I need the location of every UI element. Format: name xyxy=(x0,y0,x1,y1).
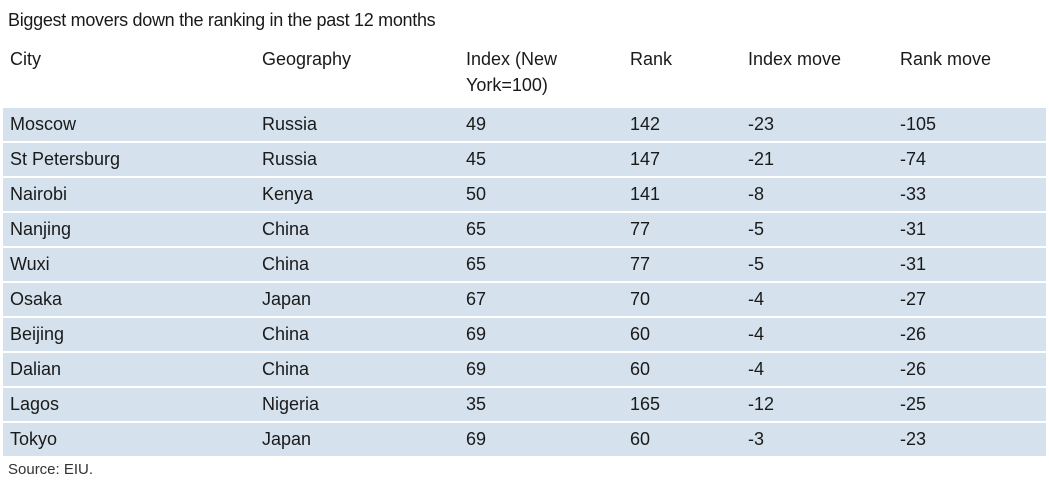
table-cell: China xyxy=(262,219,310,239)
table-cell: 69 xyxy=(466,324,487,344)
column-header: Index (New York=100) xyxy=(466,49,558,95)
table-cell: -3 xyxy=(748,429,765,449)
table-cell: Russia xyxy=(262,114,318,134)
table-cell: -25 xyxy=(900,394,927,414)
table-cell: 142 xyxy=(630,114,661,134)
table-cell: -5 xyxy=(748,254,765,274)
table-cell: -33 xyxy=(900,184,927,204)
table-cell: China xyxy=(262,359,310,379)
table-cell: -31 xyxy=(900,254,927,274)
table-cell: -21 xyxy=(748,149,775,169)
table-cell: -31 xyxy=(900,219,927,239)
table-cell: 49 xyxy=(466,114,487,134)
table-cell: -23 xyxy=(900,429,927,449)
table-cell: -12 xyxy=(748,394,775,414)
table-cell: Nigeria xyxy=(262,394,320,414)
table-cell: -5 xyxy=(748,219,765,239)
table-cell: Osaka xyxy=(10,289,63,309)
source-note: Source: EIU. xyxy=(8,461,94,478)
table-cell: -4 xyxy=(748,324,765,344)
table-cell: 77 xyxy=(630,254,651,274)
table-cell: -26 xyxy=(900,359,927,379)
table-cell: 69 xyxy=(466,429,487,449)
table-cell: China xyxy=(262,324,310,344)
table-cell: -26 xyxy=(900,324,927,344)
table-row xyxy=(3,213,1046,246)
table-cell: Beijing xyxy=(10,324,65,344)
table-cell: St Petersburg xyxy=(10,149,121,169)
table-cell: 60 xyxy=(630,429,651,449)
column-header: Geography xyxy=(262,49,352,69)
column-header: Rank move xyxy=(900,49,992,69)
table-cell: 65 xyxy=(466,219,487,239)
table-cell: Russia xyxy=(262,149,318,169)
table-cell: 147 xyxy=(630,149,661,169)
table-cell: 35 xyxy=(466,394,487,414)
table-cell: China xyxy=(262,254,310,274)
table-cell: Nairobi xyxy=(10,184,68,204)
table-cell: 45 xyxy=(466,149,487,169)
table-cell: Tokyo xyxy=(10,429,58,449)
table-row xyxy=(3,423,1046,456)
table-cell: 60 xyxy=(630,324,651,344)
table-cell: 67 xyxy=(466,289,487,309)
table-cell: 65 xyxy=(466,254,487,274)
table-cell: Japan xyxy=(262,289,312,309)
table-cell: Kenya xyxy=(262,184,314,204)
table-cell: Moscow xyxy=(10,114,77,134)
column-header: Index move xyxy=(748,49,842,69)
table-cell: -105 xyxy=(900,114,937,134)
table-cell: Dalian xyxy=(10,359,62,379)
table-cell: -4 xyxy=(748,359,765,379)
table-cell: -4 xyxy=(748,289,765,309)
table-row xyxy=(3,248,1046,281)
table-cell: Wuxi xyxy=(10,254,50,274)
table-row xyxy=(3,318,1046,351)
table-title: Biggest movers down the ranking in the p… xyxy=(8,10,436,30)
table-cell: Nanjing xyxy=(10,219,72,239)
table-cell: Japan xyxy=(262,429,312,449)
table-cell: 60 xyxy=(630,359,651,379)
table-row xyxy=(3,388,1046,421)
table-row xyxy=(3,353,1046,386)
column-header: Rank xyxy=(630,49,673,69)
table-cell: -74 xyxy=(900,149,927,169)
table-cell: -27 xyxy=(900,289,927,309)
table-cell: 141 xyxy=(630,184,661,204)
table-row xyxy=(3,178,1046,211)
table-cell: -8 xyxy=(748,184,765,204)
table-row xyxy=(3,143,1046,176)
table-cell: 77 xyxy=(630,219,651,239)
table-row xyxy=(3,108,1046,141)
table-cell: Lagos xyxy=(10,394,60,414)
column-header: City xyxy=(10,49,41,69)
table-cell: 69 xyxy=(466,359,487,379)
table-cell: -23 xyxy=(748,114,775,134)
table-row xyxy=(3,283,1046,316)
table-cell: 165 xyxy=(630,394,661,414)
table-cell: 70 xyxy=(630,289,651,309)
table-cell: 50 xyxy=(466,184,487,204)
